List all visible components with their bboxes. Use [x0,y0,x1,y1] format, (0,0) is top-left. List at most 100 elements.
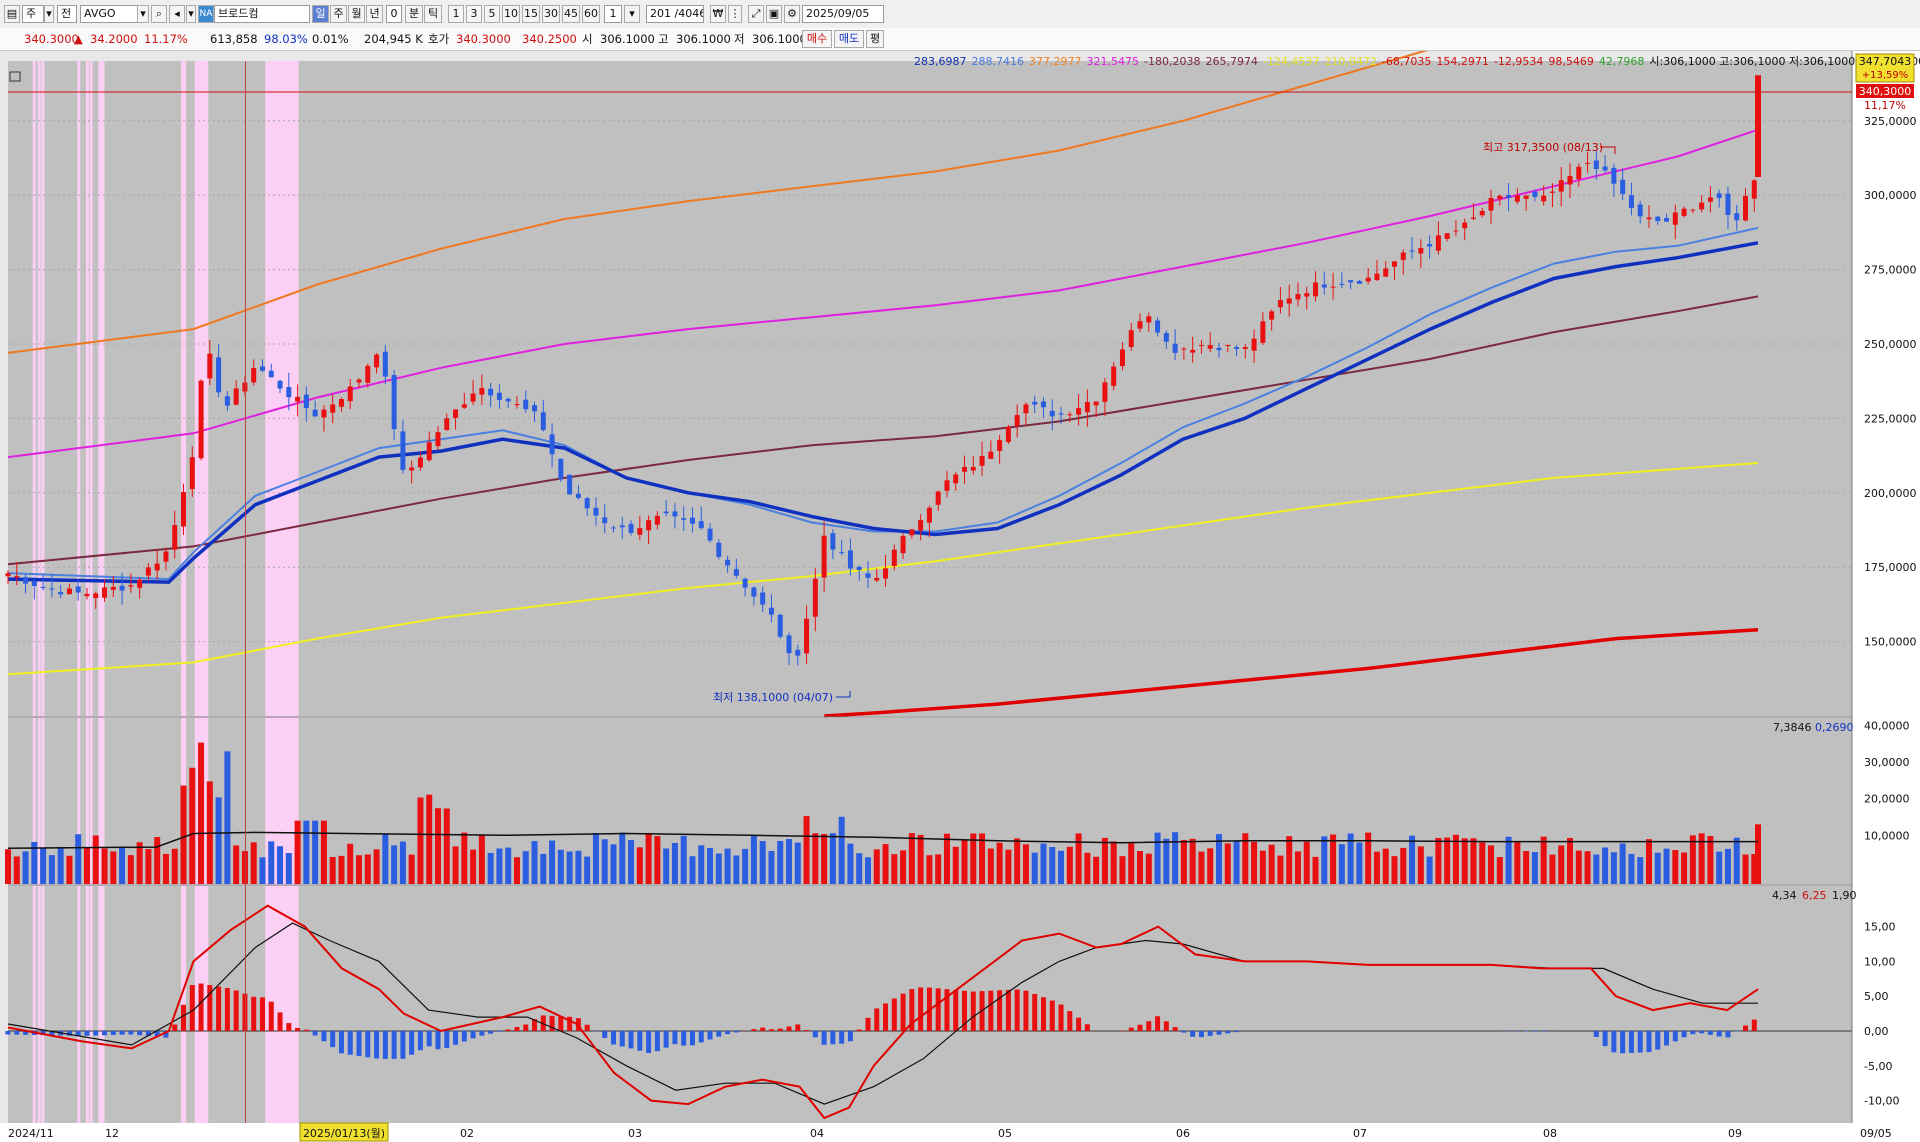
candle-body [1198,345,1204,347]
candle-body [365,365,371,383]
volume-bar [812,833,819,884]
mode2-select[interactable]: 전 [57,5,77,23]
ma-legend-value: 283,6987 [914,55,967,68]
volume-bar [601,839,608,884]
volume-bar [1101,837,1108,884]
tab-period-day[interactable]: 일 [312,5,329,23]
candle-body [1251,338,1257,351]
chevron-down-icon[interactable]: ▾ [624,5,640,23]
volume-bar [759,841,766,884]
candle-body [391,375,397,430]
candle-body [338,399,344,407]
macd-histogram-bar [14,1031,20,1035]
volume-bar [592,832,599,884]
volume-bar [1005,849,1012,884]
tab-period-week[interactable]: 주 [330,5,347,23]
window-menu-icon[interactable]: ▤ [4,5,20,23]
volume-bar [1689,835,1696,884]
sell-button[interactable]: 매도 [834,30,864,48]
candle-body [453,409,459,418]
mode-select[interactable]: 주 [22,5,44,23]
count-input[interactable]: 1 [604,5,622,23]
interval-60-button[interactable]: 60 [582,5,600,23]
volume-bar [92,835,99,884]
candle-body [1707,197,1713,202]
volume-bar [1505,836,1512,884]
tab-tick[interactable]: 틱 [424,5,442,23]
resize-icon[interactable]: ⤢ [748,5,764,23]
gear-icon[interactable]: ⚙ [784,5,800,23]
y-tick-label: 175,0000 [1864,561,1917,574]
tab-minute[interactable]: 분 [405,5,423,23]
candle-body [944,480,950,491]
volume-bar [13,856,20,884]
macd-histogram-bar [777,1028,783,1031]
macd-tick-label: 10,00 [1864,955,1896,968]
candle-body [198,380,204,459]
search-icon[interactable]: ⌕ [151,5,167,23]
x-axis-area [0,1123,1920,1142]
volume-ratio: 98.03% [264,32,308,46]
candle-body [1681,208,1687,216]
interval-15-button[interactable]: 15 [522,5,540,23]
average-button[interactable]: 평 [866,30,884,48]
tab-period-month[interactable]: 월 [348,5,365,23]
macd-histogram-bar [1128,1027,1134,1031]
macd-histogram-bar [198,983,204,1031]
price-box-value: 347,7043 [1859,55,1912,68]
macd-histogram-bar [900,993,906,1031]
won-icon[interactable]: ₩ [710,5,726,23]
candle-body [523,399,529,410]
interval-45-button[interactable]: 45 [562,5,580,23]
candle-body [1576,166,1582,180]
candle-body [918,520,924,531]
chevron-down-icon[interactable]: ▾ [186,5,196,23]
tab-period-year[interactable]: 년 [366,5,383,23]
volume-bar [1066,846,1073,884]
interval-30-button[interactable]: 30 [542,5,560,23]
macd-histogram-bar [514,1026,520,1031]
symbol-input[interactable]: AVGO [80,5,138,23]
ma-legend-value: -68,7035 [1382,55,1431,68]
price-chart[interactable]: 283,6987 288,7416 377,2977 321,5475 -180,203… [0,51,1920,1142]
candle-body [49,588,55,590]
macd-tick-label: 0,00 [1864,1025,1889,1038]
macd-histogram-bar [1040,997,1046,1031]
volume-bar [338,855,345,884]
high-annotation: 최고 317,3500 (08/13) [1483,141,1603,154]
candle-body [532,405,538,412]
macd-histogram-bar [102,1031,108,1036]
interval-3-button[interactable]: 3 [466,5,482,23]
volume-bar [610,844,617,884]
speaker-icon[interactable]: ◂ [169,5,185,23]
volume-bar [373,849,380,884]
volume-bar [979,833,986,884]
candle-body [374,354,380,368]
interval-1-button[interactable]: 1 [448,5,464,23]
save-icon[interactable]: ▣ [766,5,782,23]
macd-histogram-bar [172,1024,178,1031]
volume-bar [1110,841,1117,884]
date-input[interactable]: 2025/09/05 [802,5,884,23]
volume-bar [136,842,143,884]
interval-5-button[interactable]: 5 [484,5,500,23]
volume-bar [847,843,854,884]
chevron-down-icon[interactable]: ▾ [137,5,149,23]
volume-bar [1224,843,1231,884]
ma-line-magenta [7,128,1759,459]
grid-icon[interactable]: ⋮ [728,5,742,23]
candle-body [707,528,713,541]
volume-bar [1444,837,1451,884]
volume-bar [1119,856,1126,884]
chevron-down-icon[interactable]: ▾ [44,5,54,23]
candle-body [1102,382,1108,402]
x-tick-label: 07 [1353,1127,1367,1140]
candle-body [330,404,336,413]
volume-bar [549,840,556,884]
macd-histogram-bar [567,1016,573,1031]
minute-input[interactable]: 0 [386,5,402,23]
buy-button[interactable]: 매수 [802,30,832,48]
volume-bar [127,855,134,884]
candle-body [119,585,125,591]
interval-10-button[interactable]: 10 [502,5,520,23]
